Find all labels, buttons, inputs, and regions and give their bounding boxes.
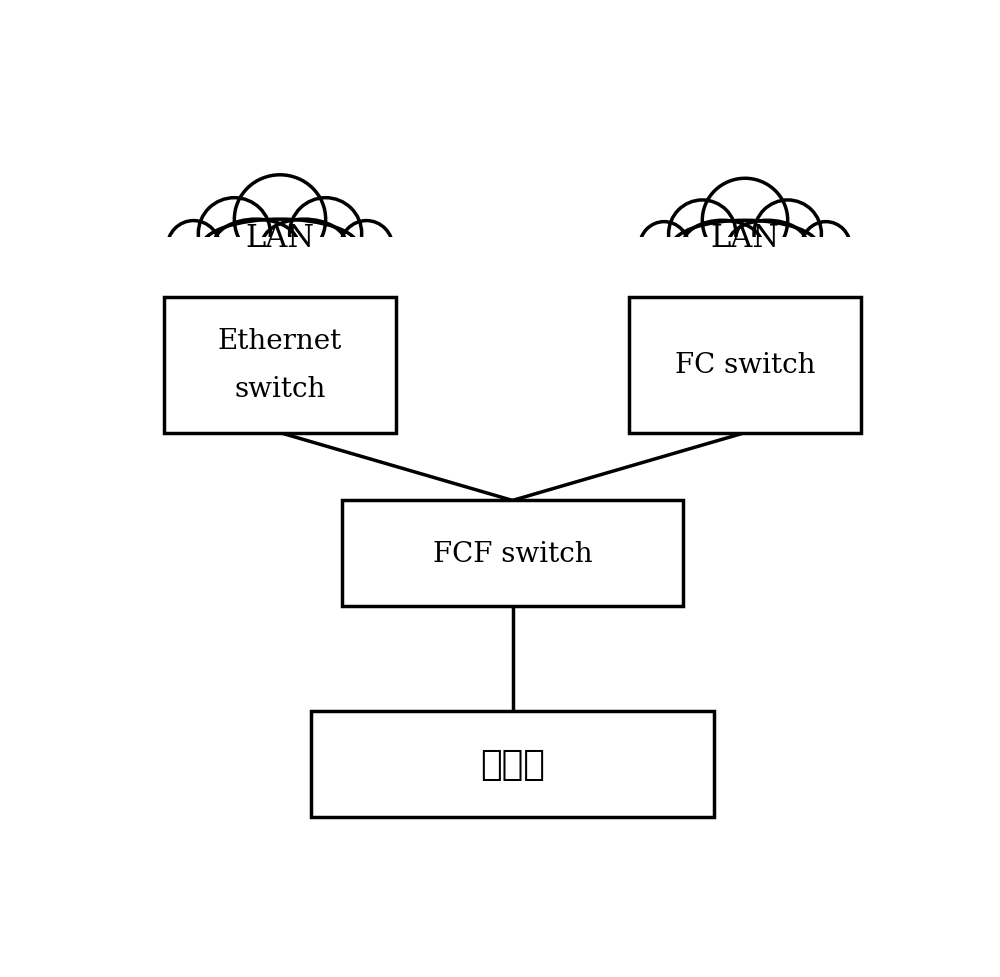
Bar <box>311 711 714 817</box>
Text: Ethernet
switch: Ethernet switch <box>218 328 342 403</box>
Ellipse shape <box>290 198 362 270</box>
Ellipse shape <box>754 200 821 269</box>
Ellipse shape <box>669 200 736 269</box>
Bar <box>625 238 865 278</box>
Ellipse shape <box>683 221 762 269</box>
Bar <box>342 501 683 606</box>
Text: 服务器: 服务器 <box>480 747 545 782</box>
Bar <box>164 298 396 433</box>
Text: LAN: LAN <box>710 223 780 253</box>
Bar <box>629 298 861 433</box>
Bar <box>152 237 408 280</box>
Ellipse shape <box>202 220 358 275</box>
Ellipse shape <box>167 222 220 276</box>
Ellipse shape <box>702 179 788 263</box>
Ellipse shape <box>198 198 270 270</box>
Ellipse shape <box>214 220 298 270</box>
Ellipse shape <box>672 221 818 273</box>
Ellipse shape <box>728 221 807 269</box>
Text: FC switch: FC switch <box>675 352 815 379</box>
Ellipse shape <box>340 222 393 276</box>
Text: FCF switch: FCF switch <box>433 540 592 567</box>
Ellipse shape <box>639 223 689 274</box>
Ellipse shape <box>262 220 346 270</box>
Ellipse shape <box>234 176 326 264</box>
Ellipse shape <box>801 223 851 274</box>
Text: LAN: LAN <box>245 223 315 253</box>
